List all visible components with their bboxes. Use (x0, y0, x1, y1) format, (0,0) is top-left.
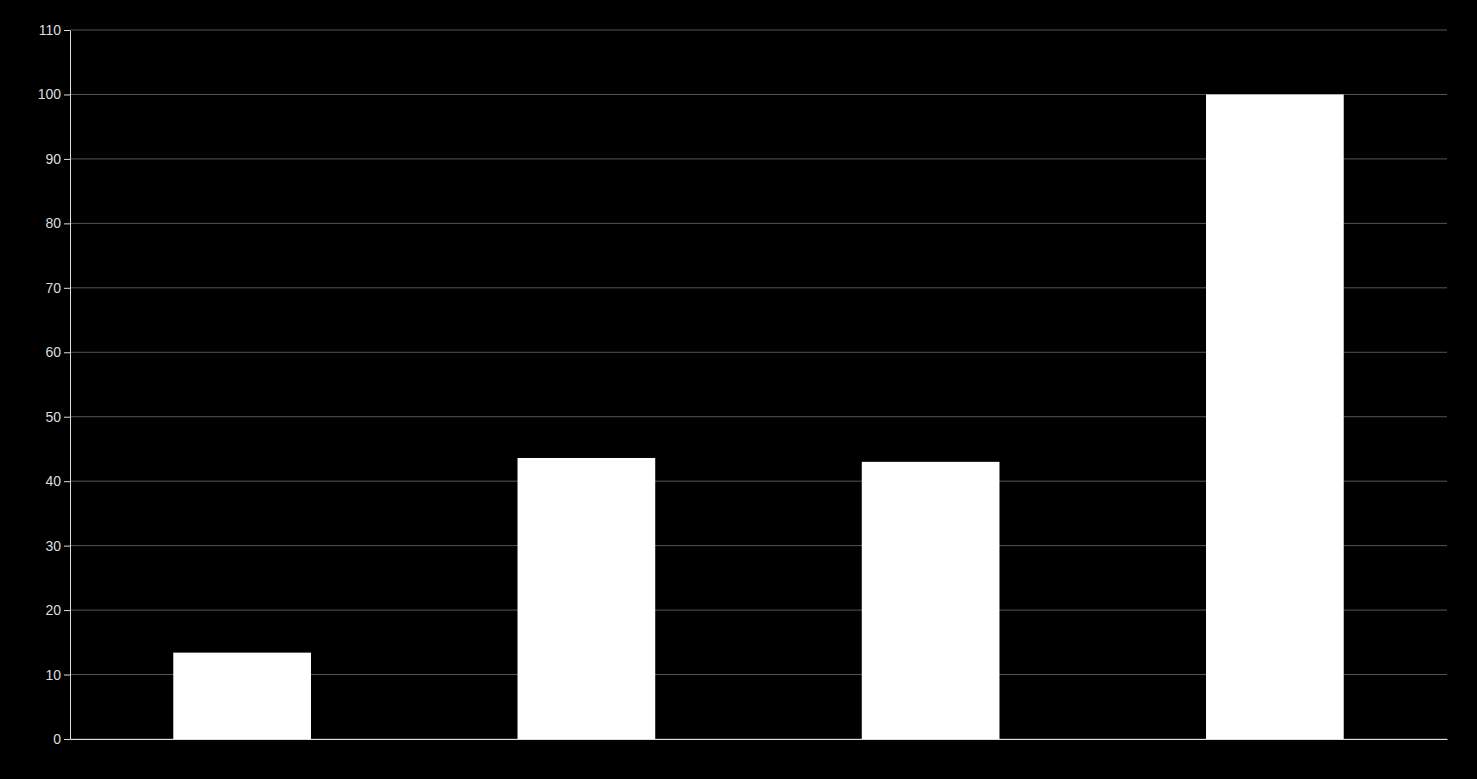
grid-line (70, 30, 1447, 31)
y-tick-label: 90 (45, 151, 61, 167)
y-tick-label: 60 (45, 344, 61, 360)
y-tick-mark (64, 481, 70, 482)
chart: 0 10 20 30 40 50 60 70 80 90 100 110 (0, 0, 1477, 779)
y-axis: 0 10 20 30 40 50 60 70 80 90 100 110 (38, 22, 71, 747)
y-tick-mark (64, 546, 70, 547)
y-tick: 10 (45, 667, 70, 683)
y-tick-label: 100 (38, 86, 62, 102)
y-tick: 80 (45, 215, 70, 231)
y-tick-label: 10 (45, 667, 61, 683)
y-tick-label: 40 (45, 473, 61, 489)
x-axis-line (71, 739, 1448, 740)
x-axis (71, 739, 1448, 740)
y-tick: 50 (45, 409, 70, 425)
y-tick-mark (64, 30, 70, 31)
bar (173, 653, 311, 739)
y-tick-label: 20 (45, 602, 61, 618)
y-tick-label: 80 (45, 215, 61, 231)
y-tick-label: 50 (45, 409, 61, 425)
y-tick: 30 (45, 538, 70, 554)
grid (70, 30, 1447, 739)
y-tick: 100 (38, 86, 70, 102)
y-tick-mark (64, 94, 70, 95)
bar (518, 458, 656, 739)
y-tick: 110 (39, 22, 70, 38)
y-tick-label: 0 (53, 731, 61, 747)
y-tick-mark (64, 610, 70, 611)
y-tick: 70 (45, 280, 70, 296)
y-tick: 20 (45, 602, 70, 618)
bars (173, 94, 1343, 739)
plot: 0 10 20 30 40 50 60 70 80 90 100 110 (38, 22, 1448, 747)
bar (1206, 94, 1344, 739)
y-tick-label: 110 (39, 22, 62, 38)
y-tick: 0 (53, 731, 70, 747)
y-tick-label: 30 (45, 538, 61, 554)
y-tick: 90 (45, 151, 70, 167)
y-axis-line (70, 31, 71, 740)
y-tick: 40 (45, 473, 70, 489)
bar (862, 462, 1000, 739)
y-tick-mark (64, 223, 70, 224)
y-tick-mark (64, 417, 70, 418)
y-tick-mark (64, 159, 70, 160)
y-tick-mark (64, 288, 70, 289)
y-tick-mark (64, 739, 70, 740)
y-tick: 60 (45, 344, 70, 360)
y-tick-mark (64, 675, 70, 676)
y-tick-label: 70 (45, 280, 61, 296)
y-tick-mark (64, 352, 70, 353)
